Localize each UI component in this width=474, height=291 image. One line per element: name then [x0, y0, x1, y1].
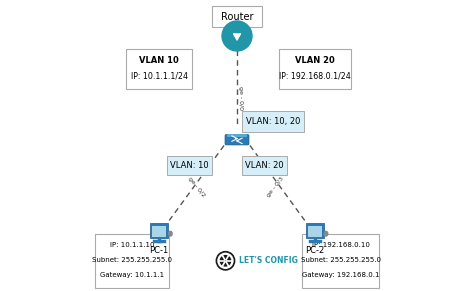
Text: VLAN: 20: VLAN: 20	[245, 161, 284, 170]
FancyBboxPatch shape	[152, 226, 166, 237]
Text: ge - 0/0: ge - 0/0	[238, 86, 243, 110]
FancyBboxPatch shape	[167, 156, 212, 175]
FancyBboxPatch shape	[279, 49, 351, 89]
FancyBboxPatch shape	[308, 226, 322, 237]
Text: Gateway: 10.1.1.1: Gateway: 10.1.1.1	[100, 272, 164, 278]
FancyBboxPatch shape	[95, 234, 169, 288]
Text: Gateway: 192.168.0.1: Gateway: 192.168.0.1	[302, 272, 380, 278]
FancyBboxPatch shape	[211, 6, 263, 27]
Text: IP: 192.168.0.10: IP: 192.168.0.10	[312, 242, 370, 248]
Text: Router: Router	[221, 12, 253, 22]
FancyBboxPatch shape	[227, 134, 247, 137]
Circle shape	[218, 253, 233, 268]
Text: ge - 0/2: ge - 0/2	[187, 176, 206, 198]
Text: ge - 0/3: ge - 0/3	[266, 176, 285, 198]
Ellipse shape	[324, 231, 328, 236]
FancyBboxPatch shape	[242, 156, 287, 175]
Text: IP: 192.168.0.1/24: IP: 192.168.0.1/24	[279, 71, 351, 80]
Text: VLAN: 10, 20: VLAN: 10, 20	[246, 117, 300, 126]
Ellipse shape	[169, 231, 172, 236]
Text: IP: 10.1.1.10: IP: 10.1.1.10	[109, 242, 154, 248]
Text: Subnet: 255.255.255.0: Subnet: 255.255.255.0	[301, 257, 381, 263]
FancyBboxPatch shape	[150, 223, 168, 238]
Text: VLAN 20: VLAN 20	[295, 56, 335, 65]
Text: VLAN 10: VLAN 10	[139, 56, 179, 65]
Text: VLAN: 10: VLAN: 10	[170, 161, 209, 170]
FancyBboxPatch shape	[306, 223, 324, 238]
Text: LET'S CONFIG: LET'S CONFIG	[239, 256, 298, 265]
Text: Subnet: 255.255.255.0: Subnet: 255.255.255.0	[92, 257, 172, 263]
Text: PC-2: PC-2	[305, 246, 324, 255]
FancyBboxPatch shape	[127, 49, 192, 89]
Circle shape	[216, 251, 235, 270]
FancyBboxPatch shape	[302, 234, 379, 288]
Circle shape	[222, 21, 252, 51]
FancyBboxPatch shape	[242, 111, 304, 132]
Circle shape	[220, 255, 231, 266]
FancyBboxPatch shape	[225, 134, 249, 145]
Text: IP: 10.1.1.1/24: IP: 10.1.1.1/24	[131, 71, 188, 80]
Text: PC-1: PC-1	[150, 246, 169, 255]
